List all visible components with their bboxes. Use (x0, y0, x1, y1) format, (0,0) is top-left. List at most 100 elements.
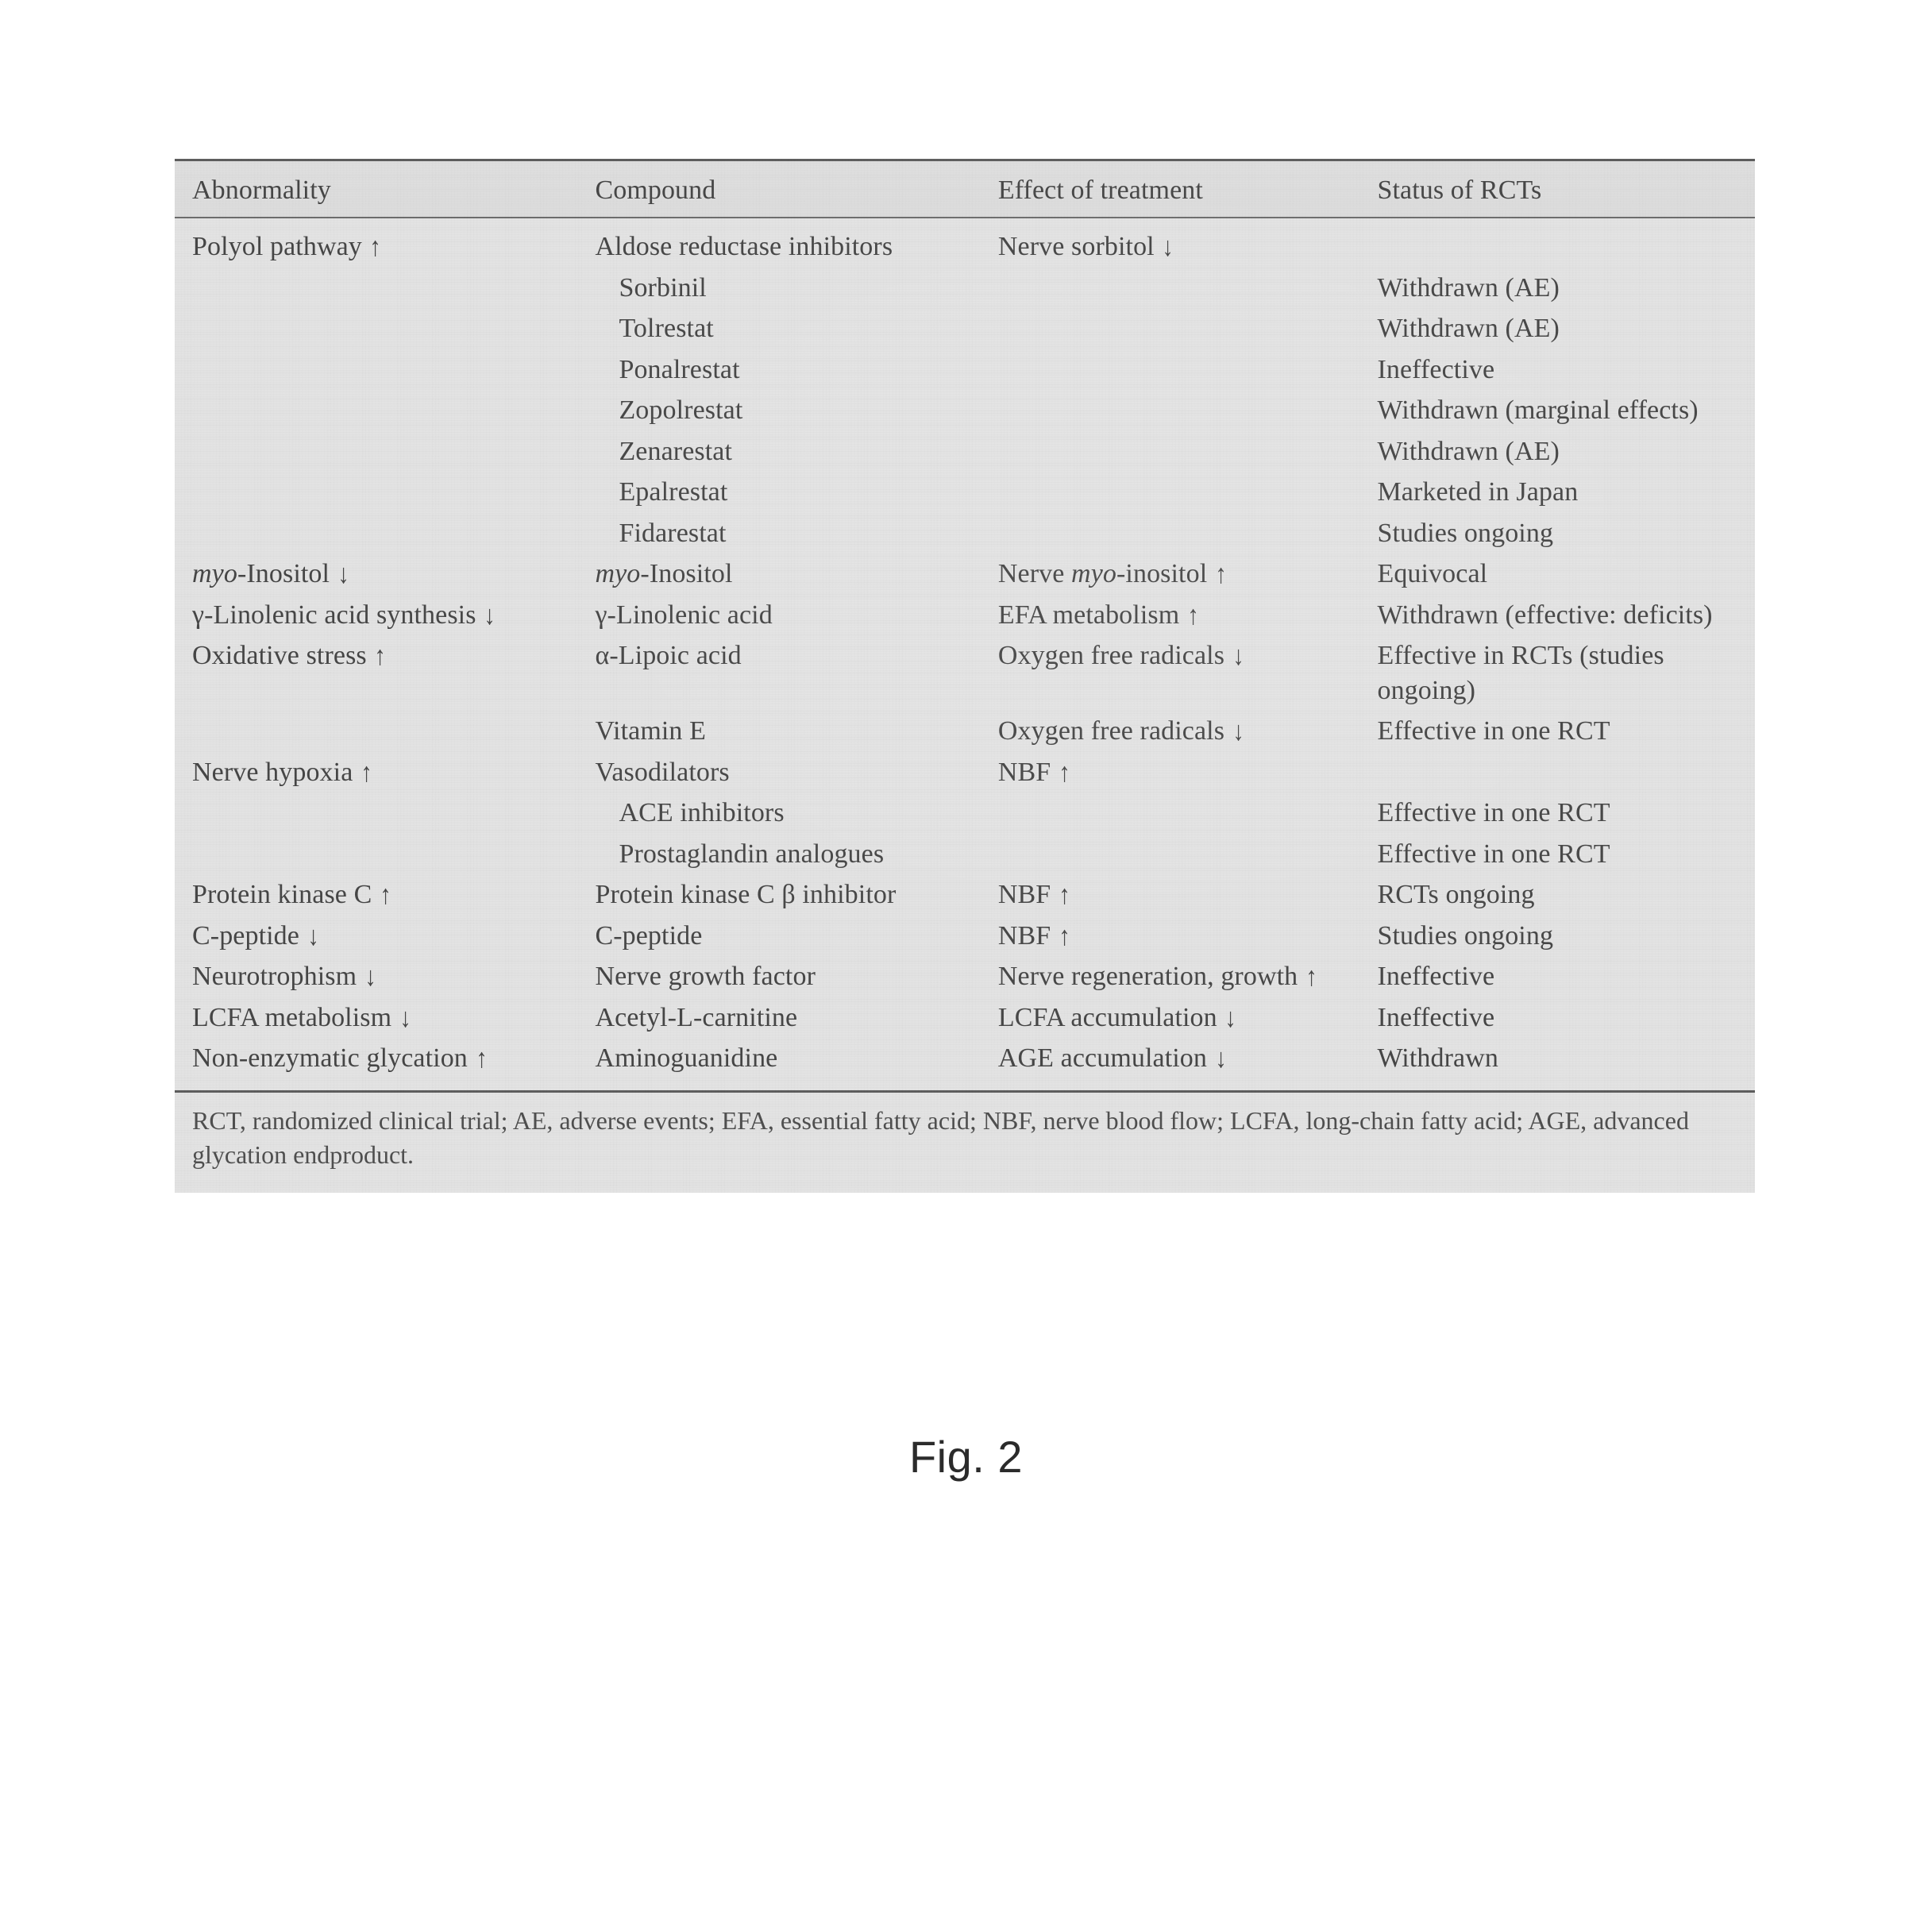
col-status: Status of RCTs (1359, 160, 1755, 218)
cell-c2: α-Lipoic acid (577, 635, 980, 711)
cell-c4: Ineffective (1359, 997, 1755, 1039)
cell-c4: Equivocal (1359, 553, 1755, 595)
cell-c1 (175, 834, 577, 875)
cell-c2: Tolrestat (577, 308, 980, 349)
cell-c4: Effective in one RCT (1359, 711, 1755, 752)
cell-c2: Ponalrestat (577, 349, 980, 391)
table-row: LCFA metabolism ↓Acetyl-L-carnitineLCFA … (175, 997, 1755, 1039)
table-row: Sorbinil Withdrawn (AE) (175, 268, 1755, 309)
cell-c1 (175, 792, 577, 834)
table-row: EpalrestatMarketed in Japan (175, 472, 1755, 513)
figure-caption: Fig. 2 (175, 1431, 1757, 1483)
table-row: Oxidative stress ↑α-Lipoic acidOxygen fr… (175, 635, 1755, 711)
cell-c1 (175, 513, 577, 554)
cell-c2: Protein kinase C β inhibitor (577, 874, 980, 916)
cell-c2: Acetyl-L-carnitine (577, 997, 980, 1039)
cell-c1: Neurotrophism ↓ (175, 956, 577, 997)
cell-c4: RCTs ongoing (1359, 874, 1755, 916)
cell-c1: myo-Inositol ↓ (175, 553, 577, 595)
col-compound: Compound (577, 160, 980, 218)
cell-c4 (1359, 218, 1755, 268)
cell-c4: Withdrawn (AE) (1359, 431, 1755, 472)
table-row: Zenarestat Withdrawn (AE) (175, 431, 1755, 472)
cell-c2: Zopolrestat (577, 390, 980, 431)
cell-c4: Withdrawn (AE) (1359, 268, 1755, 309)
table-row: Non-enzymatic glycation ↑AminoguanidineA… (175, 1038, 1755, 1090)
cell-c3: Nerve myo-inositol ↑ (981, 553, 1360, 595)
cell-c4: Studies ongoing (1359, 513, 1755, 554)
cell-c1: Non-enzymatic glycation ↑ (175, 1038, 577, 1090)
cell-c4 (1359, 752, 1755, 793)
cell-c2: Aminoguanidine (577, 1038, 980, 1090)
cell-c2: C-peptide (577, 916, 980, 957)
table-row: Vitamin EOxygen free radicals ↓Effective… (175, 711, 1755, 752)
table-panel: Abnormality Compound Effect of treatment… (175, 159, 1755, 1193)
cell-c2: Zenarestat (577, 431, 980, 472)
cell-c2: Vasodilators (577, 752, 980, 793)
treatments-table: Abnormality Compound Effect of treatment… (175, 159, 1755, 1090)
cell-c2: Sorbinil (577, 268, 980, 309)
table-footnote: RCT, randomized clinical trial; AE, adve… (175, 1093, 1755, 1193)
cell-c3 (981, 308, 1360, 349)
cell-c4: Withdrawn (1359, 1038, 1755, 1090)
cell-c3: NBF ↑ (981, 916, 1360, 957)
cell-c3: NBF ↑ (981, 874, 1360, 916)
col-abnormality: Abnormality (175, 160, 577, 218)
table-row: Nerve hypoxia ↑VasodilatorsNBF ↑ (175, 752, 1755, 793)
cell-c4: Studies ongoing (1359, 916, 1755, 957)
table-row: γ-Linolenic acid synthesis ↓γ-Linolenic … (175, 595, 1755, 636)
table-row: Prostaglandin analogues Effective in one … (175, 834, 1755, 875)
cell-c2: Vitamin E (577, 711, 980, 752)
table-row: myo-Inositol ↓myo-InositolNerve myo-inos… (175, 553, 1755, 595)
cell-c3: LCFA accumulation ↓ (981, 997, 1360, 1039)
cell-c1: Nerve hypoxia ↑ (175, 752, 577, 793)
cell-c1 (175, 431, 577, 472)
cell-c2: myo-Inositol (577, 553, 980, 595)
table-body: Polyol pathway ↑Aldose reductase inhibit… (175, 218, 1755, 1090)
cell-c3 (981, 792, 1360, 834)
cell-c1: Oxidative stress ↑ (175, 635, 577, 711)
cell-c1 (175, 472, 577, 513)
cell-c2: Aldose reductase inhibitors (577, 218, 980, 268)
cell-c4: Withdrawn (AE) (1359, 308, 1755, 349)
cell-c4: Effective in one RCT (1359, 834, 1755, 875)
table-row: Fidarestat Studies ongoing (175, 513, 1755, 554)
cell-c1: C-peptide ↓ (175, 916, 577, 957)
cell-c3 (981, 513, 1360, 554)
cell-c2: Prostaglandin analogues (577, 834, 980, 875)
cell-c1: γ-Linolenic acid synthesis ↓ (175, 595, 577, 636)
table-row: C-peptide ↓C-peptideNBF ↑Studies ongoing (175, 916, 1755, 957)
cell-c1 (175, 308, 577, 349)
cell-c4: Withdrawn (effective: deficits) (1359, 595, 1755, 636)
table-row: Neurotrophism ↓Nerve growth factorNerve … (175, 956, 1755, 997)
cell-c3 (981, 390, 1360, 431)
cell-c3: Nerve sorbitol ↓ (981, 218, 1360, 268)
col-effect: Effect of treatment (981, 160, 1360, 218)
cell-c1 (175, 349, 577, 391)
table-row: ZopolrestatWithdrawn (marginal effects) (175, 390, 1755, 431)
cell-c3 (981, 431, 1360, 472)
cell-c3 (981, 834, 1360, 875)
cell-c3: AGE accumulation ↓ (981, 1038, 1360, 1090)
table-row: Protein kinase C ↑Protein kinase C β inh… (175, 874, 1755, 916)
cell-c1 (175, 268, 577, 309)
cell-c1 (175, 390, 577, 431)
cell-c2: γ-Linolenic acid (577, 595, 980, 636)
cell-c4: Ineffective (1359, 349, 1755, 391)
cell-c4: Effective in RCTs (studies ongoing) (1359, 635, 1755, 711)
cell-c3 (981, 268, 1360, 309)
cell-c4: Marketed in Japan (1359, 472, 1755, 513)
cell-c2: Fidarestat (577, 513, 980, 554)
cell-c3: EFA metabolism ↑ (981, 595, 1360, 636)
cell-c1: LCFA metabolism ↓ (175, 997, 577, 1039)
cell-c1: Protein kinase C ↑ (175, 874, 577, 916)
cell-c4: Effective in one RCT (1359, 792, 1755, 834)
cell-c3: NBF ↑ (981, 752, 1360, 793)
table-row: Tolrestat Withdrawn (AE) (175, 308, 1755, 349)
table-header-row: Abnormality Compound Effect of treatment… (175, 160, 1755, 218)
table-row: Polyol pathway ↑Aldose reductase inhibit… (175, 218, 1755, 268)
table-row: Ponalrestat Ineffective (175, 349, 1755, 391)
cell-c3: Oxygen free radicals ↓ (981, 635, 1360, 711)
cell-c2: Nerve growth factor (577, 956, 980, 997)
cell-c4: Ineffective (1359, 956, 1755, 997)
